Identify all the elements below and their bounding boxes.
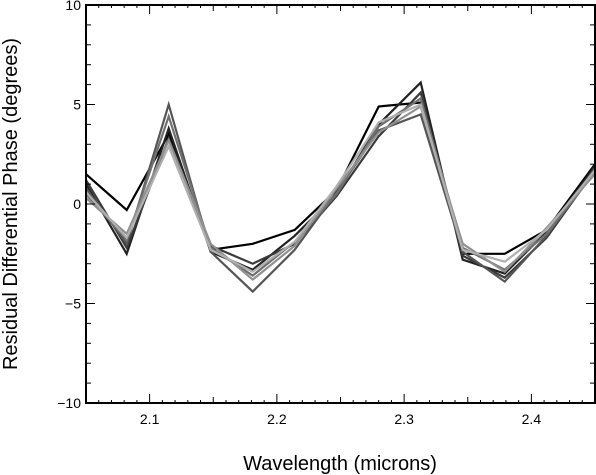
- y-tick-label: −5: [65, 296, 81, 312]
- x-tick-label: 2.3: [394, 411, 414, 427]
- series-line-1: [85, 101, 596, 255]
- y-tick-labels: −10 −5 0 5 10: [57, 0, 81, 411]
- y-tick-label: 5: [73, 97, 81, 113]
- y-tick-label: 10: [65, 0, 81, 13]
- x-tick-label: 2.4: [522, 411, 542, 427]
- series-line-5: [85, 96, 596, 277]
- series-lines: [85, 80, 596, 294]
- y-axis-title: Residual Differential Phase (degrees): [0, 38, 22, 370]
- x-tick-labels: 2.1 2.2 2.3 2.4: [140, 411, 541, 427]
- x-tick-label: 2.1: [140, 411, 160, 427]
- series-line-6: [85, 104, 596, 282]
- series-line-7: [85, 103, 596, 273]
- x-tick-label: 2.2: [267, 411, 287, 427]
- y-tick-label: 0: [73, 196, 81, 212]
- plot-frame: [85, 4, 596, 404]
- x-axis-title: Wavelength (microns): [243, 453, 437, 475]
- y-ticks: [86, 4, 595, 404]
- x-ticks: [85, 5, 596, 403]
- y-tick-label: −10: [57, 395, 81, 411]
